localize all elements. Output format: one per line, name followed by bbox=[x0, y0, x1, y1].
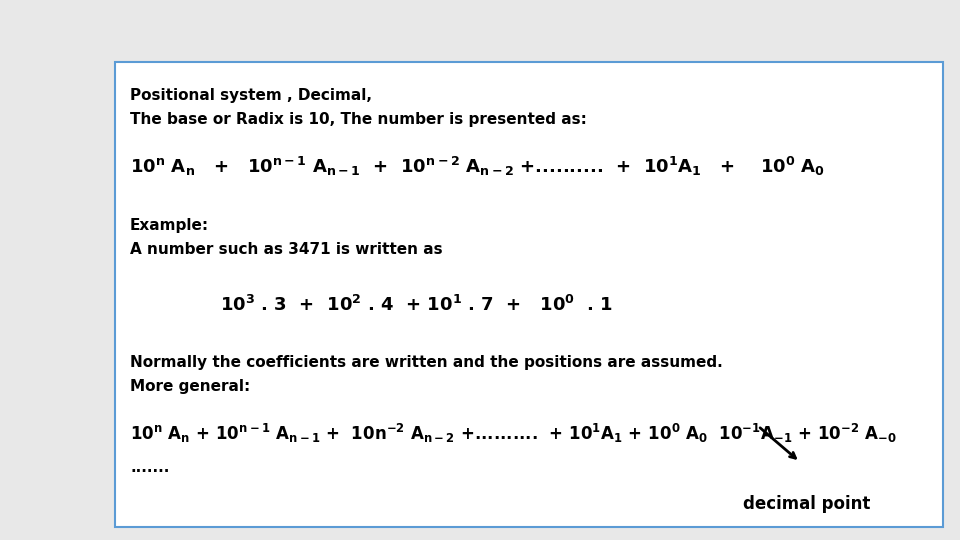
Text: More general:: More general: bbox=[130, 379, 251, 394]
Text: decimal point: decimal point bbox=[743, 495, 870, 513]
Text: .......: ....... bbox=[130, 460, 169, 475]
Text: Positional system , Decimal,: Positional system , Decimal, bbox=[130, 88, 372, 103]
Text: Normally the coefficients are written and the positions are assumed.: Normally the coefficients are written an… bbox=[130, 355, 723, 370]
Text: Example:: Example: bbox=[130, 218, 209, 233]
Text: The base or Radix is 10, The number is presented as:: The base or Radix is 10, The number is p… bbox=[130, 112, 587, 127]
Text: $\mathbf{10^n}$ $\mathbf{A_n}$ + $\mathbf{10^{n-1}}$ $\mathbf{A_{n-1}}$ +  $\mat: $\mathbf{10^n}$ $\mathbf{A_n}$ + $\mathb… bbox=[130, 422, 897, 445]
Text: $\mathbf{10^3}$ . 3  +  $\mathbf{10^2}$ . 4  + $\mathbf{10^1}$ . 7  +   $\mathbf: $\mathbf{10^3}$ . 3 + $\mathbf{10^2}$ . … bbox=[220, 295, 613, 315]
FancyBboxPatch shape bbox=[115, 62, 943, 527]
Text: A number such as 3471 is written as: A number such as 3471 is written as bbox=[130, 242, 443, 257]
Text: $\mathbf{10^n}$ $\mathbf{A_n}$   +   $\mathbf{10^{n-1}}$ $\mathbf{A_{n-1}}$  +  : $\mathbf{10^n}$ $\mathbf{A_n}$ + $\mathb… bbox=[130, 155, 825, 178]
